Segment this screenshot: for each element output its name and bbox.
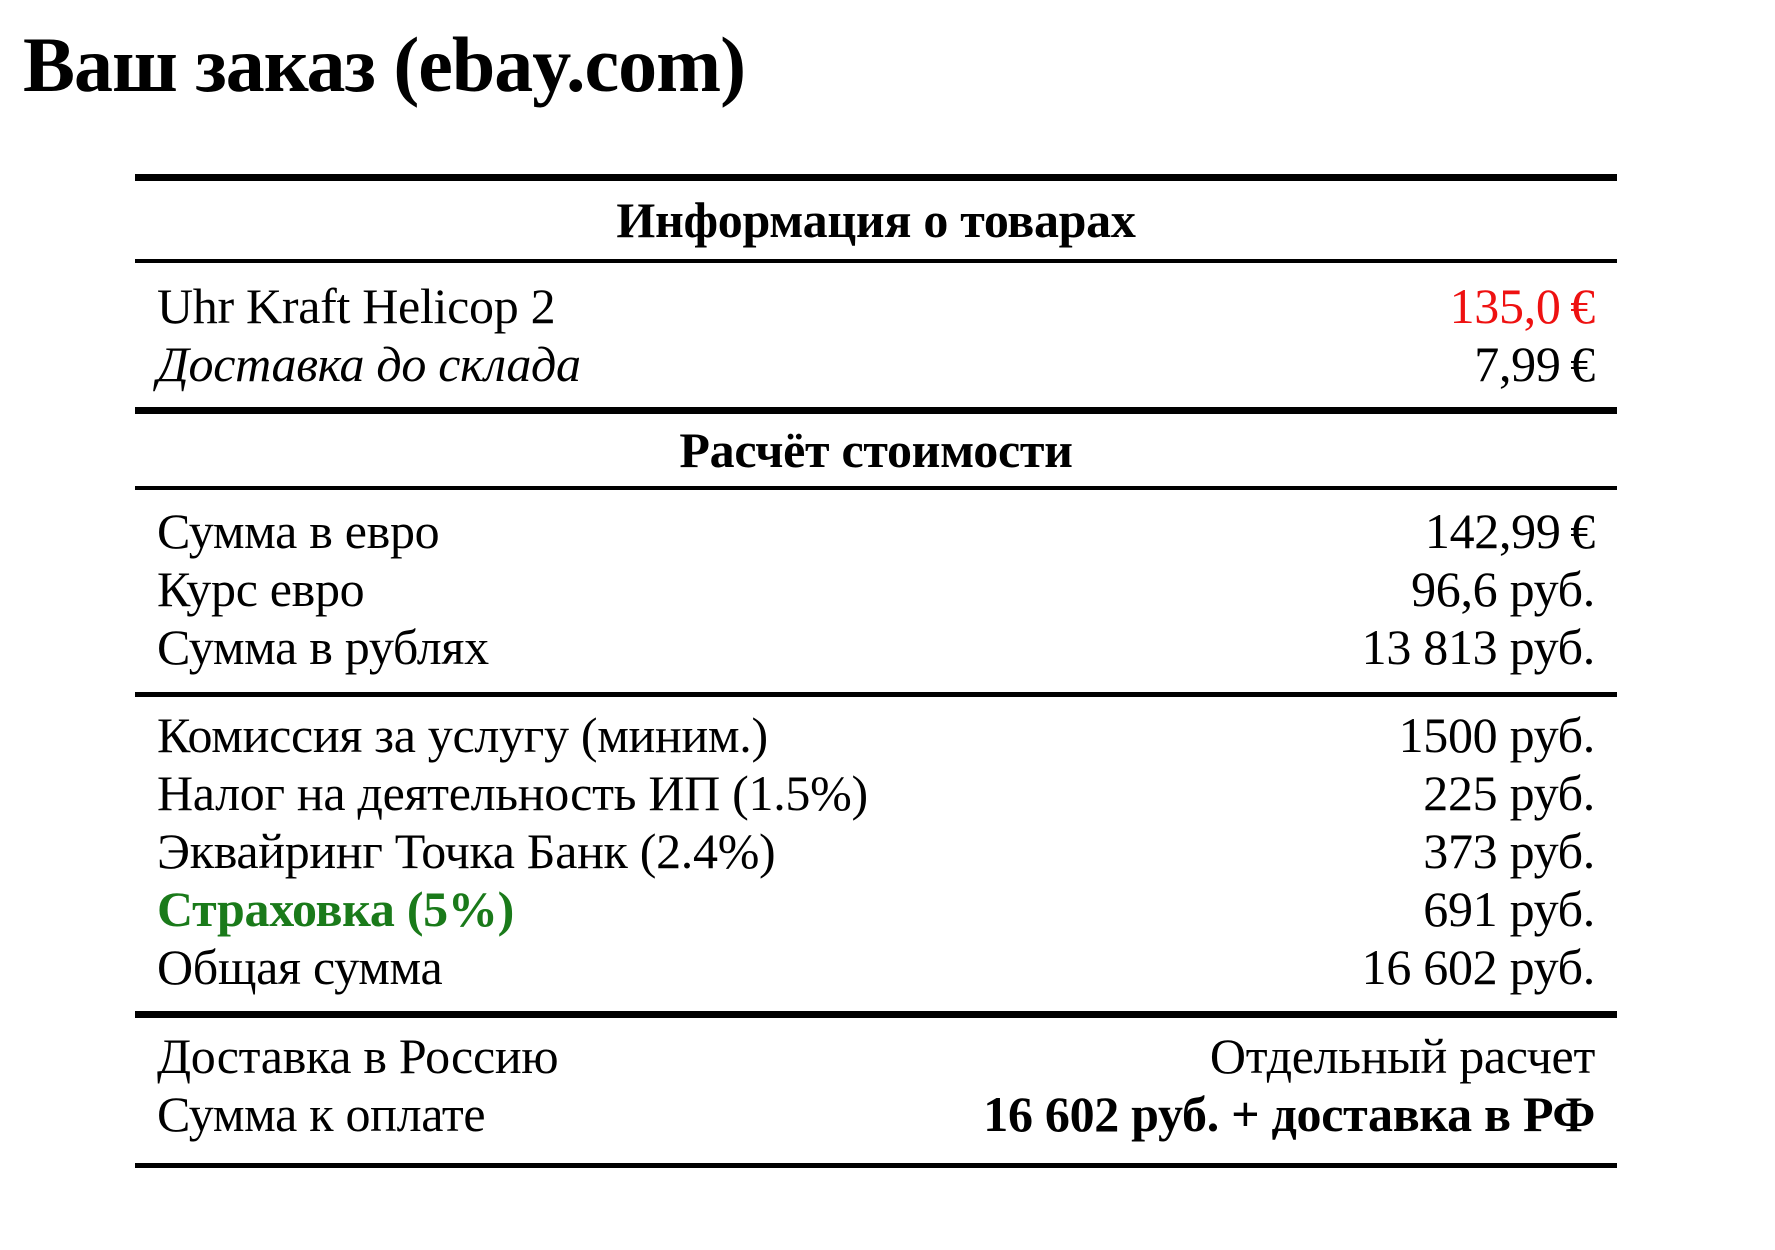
row-value: 373 руб. <box>1423 823 1595 879</box>
row-label: Страховка (5%) <box>157 881 514 937</box>
table-row: Сумма к оплате 16 602 руб. + доставка в Р… <box>157 1085 1595 1143</box>
row-label: Общая сумма <box>157 939 443 995</box>
row-value: 135,0 € <box>1449 278 1596 334</box>
row-value: 142,99 € <box>1424 503 1595 559</box>
items-group: Uhr Kraft Helicop 2 135,0 € Доставка до ск… <box>135 263 1617 407</box>
rule-above-fees <box>135 692 1617 697</box>
row-value: 16 602 руб. <box>1361 939 1596 995</box>
table-row: Курс евро 96,6 руб. <box>157 560 1595 618</box>
table-row: Сумма в евро 142,99 € <box>157 502 1595 560</box>
table-row: Сумма в рублях 13 813 руб. <box>157 618 1595 676</box>
row-value: 1500 руб. <box>1398 707 1596 763</box>
row-label: Доставка до склада <box>157 336 581 392</box>
row-value: 7,99 € <box>1474 336 1595 392</box>
table-row: Доставка в Россию Отдельный расчет <box>157 1027 1595 1085</box>
row-label: Доставка в Россию <box>157 1028 559 1084</box>
section-header-items: Информация о товарах <box>616 192 1136 248</box>
table-row: Страховка (5%) 691 руб. <box>157 880 1595 938</box>
row-value: 225 руб. <box>1423 765 1595 821</box>
row-label: Сумма в рублях <box>157 619 489 675</box>
table-row: Общая сумма 16 602 руб. <box>157 938 1595 996</box>
rule-below-items-header <box>135 259 1617 263</box>
order-table: Информация о товарах Uhr Kraft Helicop 2… <box>135 174 1617 1168</box>
rule-above-calc-header <box>135 407 1617 414</box>
rule-below-calc-header <box>135 486 1617 490</box>
row-value: Отдельный расчет <box>1209 1028 1595 1084</box>
table-row: Комиссия за услугу (миним.) 1500 руб. <box>157 706 1595 764</box>
row-value: 691 руб. <box>1423 881 1595 937</box>
table-row: Доставка до склада 7,99 € <box>157 335 1595 393</box>
row-label: Сумма в евро <box>157 503 440 559</box>
table-row: Налог на деятельность ИП (1.5%) 225 руб. <box>157 764 1595 822</box>
row-value: 96,6 руб. <box>1411 561 1595 617</box>
totals-group: Доставка в Россию Отдельный расчет Сумма к… <box>135 1018 1617 1163</box>
row-label: Налог на деятельность ИП (1.5%) <box>157 765 868 821</box>
conversion-group: Сумма в евро 142,99 € Курс евро 96,6 руб. Су… <box>135 490 1617 692</box>
page-title: Ваш заказ (ebay.com) <box>23 21 746 108</box>
row-label: Сумма к оплате <box>157 1086 486 1142</box>
rule-top <box>135 174 1617 181</box>
row-label: Эквайринг Точка Банк (2.4%) <box>157 823 776 879</box>
row-value: 16 602 руб. + доставка в РФ <box>983 1086 1595 1142</box>
row-label: Комиссия за услугу (миним.) <box>157 707 768 763</box>
rule-above-totals <box>135 1011 1617 1018</box>
rule-bottom <box>135 1163 1617 1168</box>
table-row: Эквайринг Точка Банк (2.4%) 373 руб. <box>157 822 1595 880</box>
row-label: Курс евро <box>157 561 365 617</box>
row-value: 13 813 руб. <box>1361 619 1596 675</box>
table-row: Uhr Kraft Helicop 2 135,0 € <box>157 277 1595 335</box>
section-header-calc: Расчёт стоимости <box>679 422 1073 478</box>
fees-group: Комиссия за услугу (миним.) 1500 руб. Нало… <box>135 697 1617 1011</box>
row-label: Uhr Kraft Helicop 2 <box>157 278 556 334</box>
